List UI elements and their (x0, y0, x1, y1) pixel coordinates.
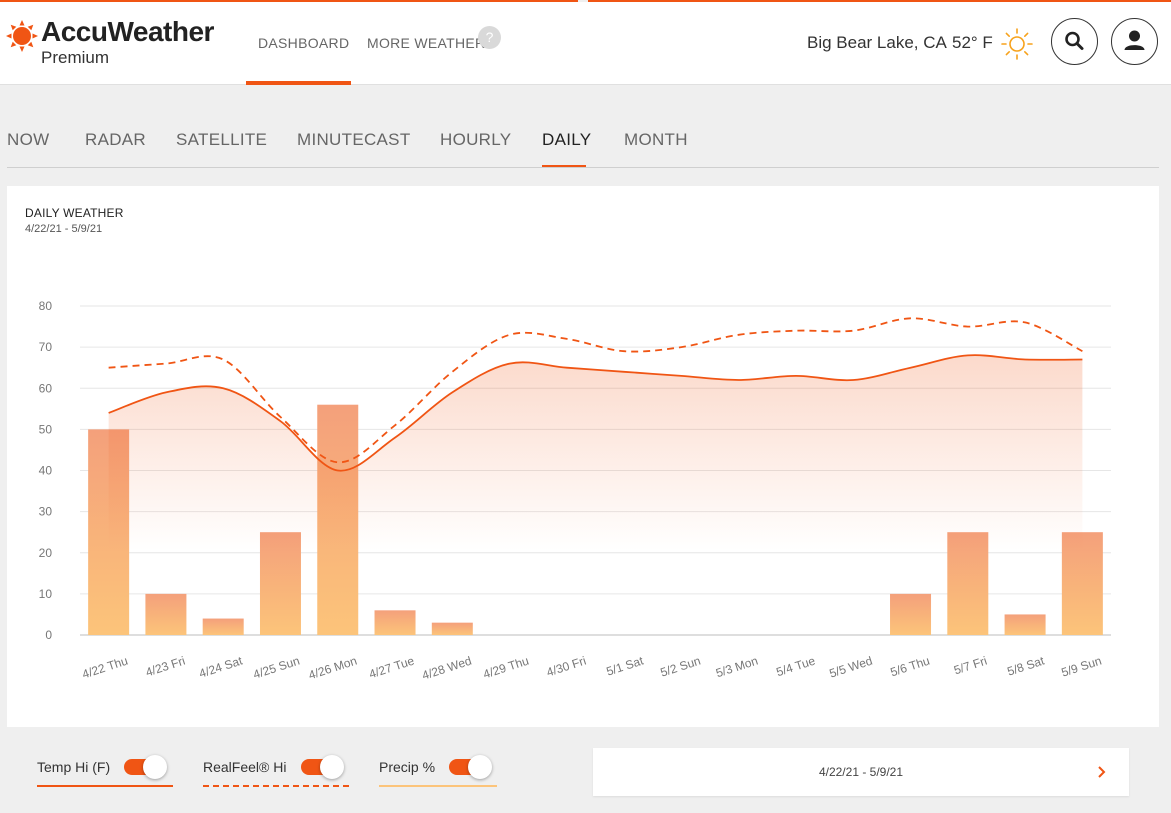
x-tick-label: 4/29 Thu (481, 654, 530, 682)
x-tick-label: 5/6 Thu (889, 654, 932, 680)
y-tick-label: 30 (39, 505, 53, 519)
account-button[interactable] (1111, 18, 1158, 65)
precip-label: Precip % (379, 759, 436, 775)
panel-date-range: 4/22/21 - 5/9/21 (25, 223, 103, 235)
temp-hi-toggle-group: Temp Hi (F) (37, 755, 173, 787)
help-icon[interactable]: ? (478, 26, 501, 49)
tab-month[interactable]: MONTH (624, 130, 688, 149)
chart-controls: Temp Hi (F) RealFeel® Hi Precip % 4/22/2… (7, 727, 1159, 813)
site-header: AccuWeather Premium DASHBOARD MORE WEATH… (0, 2, 1171, 85)
temp-hi-legend-line (37, 785, 173, 787)
tab-satellite[interactable]: SATELLITE (176, 130, 268, 149)
sun-icon (1001, 28, 1033, 60)
nav-active-indicator (246, 81, 351, 85)
y-tick-label: 0 (45, 628, 52, 642)
accuweather-sun-icon (6, 20, 38, 52)
realfeel-hi-toggle-group: RealFeel® Hi (203, 755, 349, 787)
top-accent-bar (588, 0, 1171, 2)
current-temperature: 52° F (952, 33, 993, 52)
toggle-knob (143, 755, 167, 779)
nav-dashboard[interactable]: DASHBOARD (258, 35, 350, 51)
brand-tier: Premium (41, 48, 110, 67)
x-tick-label: 4/28 Wed (420, 654, 473, 683)
date-range-selector[interactable]: 4/22/21 - 5/9/21 (593, 748, 1129, 796)
tabs-divider (7, 167, 1159, 168)
y-tick-label: 70 (39, 340, 53, 354)
search-icon (1064, 31, 1083, 50)
precip-legend-line (379, 785, 497, 787)
tab-now[interactable]: NOW (7, 130, 50, 149)
y-tick-label: 20 (39, 546, 53, 560)
current-location[interactable]: Big Bear Lake, CA (807, 33, 947, 52)
tab-active-indicator (542, 165, 586, 167)
x-tick-label: 5/8 Sat (1006, 653, 1047, 678)
toggle-knob (468, 755, 492, 779)
temp-hi-line (108, 354, 1083, 472)
precip-toggle[interactable] (449, 755, 492, 779)
temp-hi-area (108, 355, 1083, 635)
brand-name: AccuWeather (41, 16, 214, 47)
precip-toggle-group: Precip % (379, 755, 497, 787)
chevron-right-icon[interactable] (1095, 762, 1109, 782)
x-tick-label: 4/22 Thu (80, 654, 129, 682)
panel-title: DAILY WEATHER (25, 206, 124, 220)
x-tick-label: 4/26 Mon (307, 654, 359, 683)
y-tick-label: 40 (39, 464, 53, 478)
x-tick-label: 5/2 Sun (659, 654, 703, 680)
x-tick-label: 4/23 Fri (144, 654, 187, 680)
temp-hi-label: Temp Hi (F) (37, 759, 111, 775)
x-tick-label: 4/24 Sat (197, 653, 244, 680)
toggle-knob (320, 755, 344, 779)
x-tick-label: 5/4 Tue (775, 653, 818, 679)
daily-weather-panel: 0 10 20 30 40 50 60 70 80 4/22 Thu 4/23 Fri 4/24 Sa… (7, 186, 1159, 727)
search-button[interactable] (1051, 18, 1098, 65)
realfeel-hi-toggle[interactable] (301, 755, 344, 779)
tab-minutecast[interactable]: MINUTECAST (297, 130, 411, 149)
user-icon (1124, 30, 1144, 50)
y-tick-label: 60 (39, 381, 53, 395)
x-tick-label: 4/25 Sun (251, 654, 301, 682)
x-tick-label: 5/3 Mon (714, 654, 760, 681)
daily-weather-chart: 0 10 20 30 40 50 60 70 80 4/22 Thu 4/23 Fri 4/24 Sa… (39, 299, 1111, 683)
realfeel-hi-line (108, 317, 1083, 464)
top-accent-bar (0, 0, 578, 2)
date-range-label: 4/22/21 - 5/9/21 (818, 765, 904, 779)
tab-daily[interactable]: DAILY (542, 130, 592, 149)
temp-hi-toggle[interactable] (124, 755, 167, 779)
x-tick-label: 5/1 Sat (605, 653, 646, 678)
realfeel-hi-legend-line (203, 785, 349, 787)
x-tick-label: 4/30 Fri (545, 654, 588, 680)
x-tick-label: 5/9 Sun (1060, 654, 1104, 680)
nav-more-weather[interactable]: MORE WEATHER (367, 35, 486, 51)
x-tick-label: 4/27 Tue (367, 653, 416, 681)
y-tick-label: 50 (39, 422, 53, 436)
tab-hourly[interactable]: HOURLY (440, 130, 512, 149)
tab-radar[interactable]: RADAR (85, 130, 147, 149)
x-tick-label: 5/5 Wed (828, 654, 875, 681)
y-tick-label: 80 (39, 299, 53, 313)
realfeel-hi-label: RealFeel® Hi (203, 759, 287, 775)
y-tick-label: 10 (39, 587, 53, 601)
x-tick-label: 5/7 Fri (952, 654, 989, 678)
